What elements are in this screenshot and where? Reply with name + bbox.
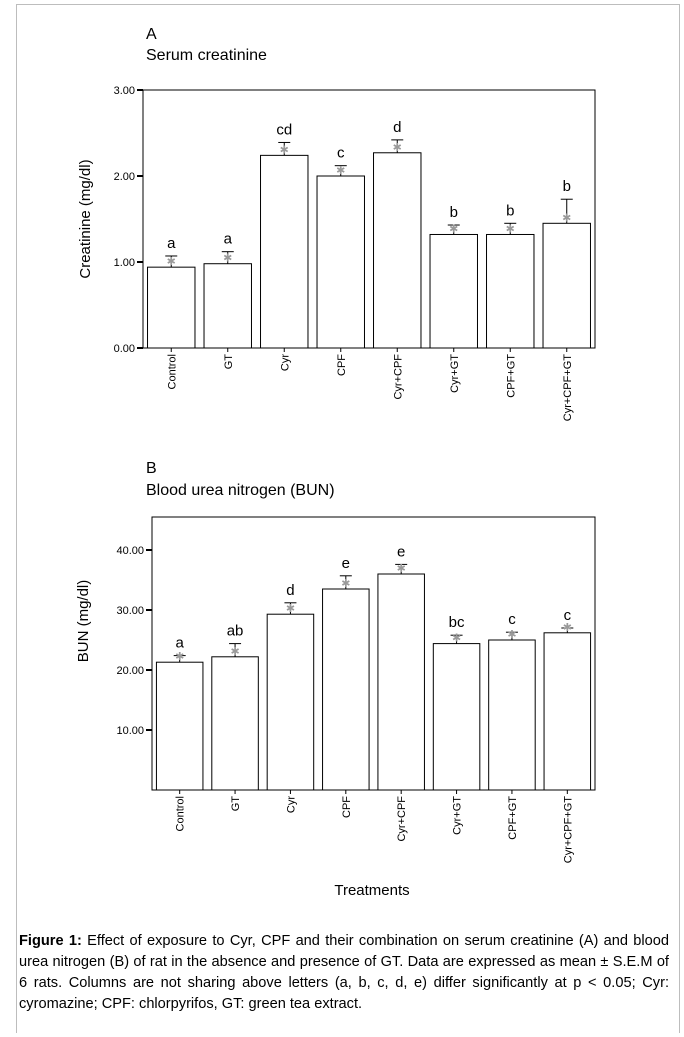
significance-letter: cd bbox=[276, 121, 292, 138]
chart-b-plot-frame bbox=[151, 516, 596, 791]
y-tick-label: 3.00 bbox=[114, 85, 135, 97]
chart-b-y-axis-label: BUN (mg/dl) bbox=[75, 580, 92, 663]
x-tick-label: Cyr+GT bbox=[452, 796, 464, 835]
x-tick-label: Control bbox=[166, 354, 178, 389]
significance-letter: a bbox=[167, 235, 176, 252]
bar bbox=[322, 588, 370, 791]
data-point-glyph: ✱ bbox=[223, 253, 232, 265]
bar bbox=[377, 573, 425, 791]
significance-letter: e bbox=[342, 555, 350, 572]
significance-letter: d bbox=[393, 119, 401, 136]
y-tick-label: 30.00 bbox=[116, 605, 144, 617]
x-tick-label: Cyr+CPF+GT bbox=[562, 796, 574, 864]
bar bbox=[155, 661, 204, 791]
chart-b-x-axis-label: Treatments bbox=[334, 882, 409, 899]
x-tick-label: Control bbox=[175, 796, 187, 831]
chart-a-plot-frame bbox=[142, 89, 596, 349]
x-tick-label: CPF bbox=[341, 796, 353, 818]
caption-text: Effect of exposure to Cyr, CPF and their… bbox=[19, 933, 669, 1012]
x-tick-label: CPF bbox=[336, 354, 348, 376]
y-tick-label: 0.00 bbox=[114, 343, 135, 355]
bar bbox=[266, 613, 315, 791]
significance-letter: c bbox=[508, 611, 516, 628]
significance-letter: bc bbox=[449, 614, 465, 631]
bar bbox=[432, 643, 481, 791]
chart-a-title: Serum creatinine bbox=[146, 47, 267, 64]
chart-b-y-ticks: 10.00 20.00 30.00 40.00 bbox=[116, 545, 152, 737]
data-point-glyph: ✱ bbox=[393, 142, 402, 154]
chart-a-y-ticks: 0.00 1.00 2.00 3.00 bbox=[114, 85, 143, 355]
x-tick-label: Cyr+CPF+GT bbox=[562, 354, 574, 422]
significance-letter: a bbox=[224, 231, 233, 248]
data-point-glyph: ✱ bbox=[336, 165, 345, 177]
significance-letter: c bbox=[337, 145, 345, 162]
bar bbox=[429, 233, 478, 349]
data-point-glyph: ✱ bbox=[286, 603, 295, 615]
figure-canvas: A Serum creatinine Creatinine (mg/dl) 0.… bbox=[75, 26, 596, 899]
data-point-glyph: ✱ bbox=[230, 646, 239, 658]
significance-letter: e bbox=[397, 543, 405, 560]
data-point-glyph: ✱ bbox=[397, 563, 406, 575]
x-tick-label: CPF+GT bbox=[507, 796, 519, 840]
bar bbox=[203, 263, 252, 349]
data-point-glyph: ✱ bbox=[506, 223, 515, 235]
data-point-glyph: ✱ bbox=[167, 256, 176, 268]
x-tick-label: GT bbox=[230, 796, 242, 812]
y-tick-label: 40.00 bbox=[116, 545, 144, 557]
significance-letter: a bbox=[176, 635, 185, 652]
chart-b-x-tick-labels: Control GT Cyr CPF Cyr+CPF Cyr+GT CPF+GT Cyr+CP… bbox=[175, 790, 574, 864]
y-tick-label: 1.00 bbox=[114, 257, 135, 269]
x-tick-label: GT bbox=[223, 354, 235, 370]
bar bbox=[260, 154, 309, 349]
x-tick-label: Cyr+CPF bbox=[392, 354, 404, 400]
y-tick-label: 10.00 bbox=[116, 725, 144, 737]
x-tick-label: Cyr bbox=[279, 354, 291, 371]
figure-caption: Figure 1: Effect of exposure to Cyr, CPF… bbox=[19, 931, 669, 1015]
bar bbox=[543, 632, 592, 791]
data-point-glyph: ✱ bbox=[452, 633, 461, 645]
y-tick-label: 20.00 bbox=[116, 665, 144, 677]
significance-letter: b bbox=[506, 202, 514, 219]
bar bbox=[147, 266, 196, 349]
chart-a-bars: ✱ a ✱ a ✱ cd ✱ c ✱ d ✱ b ✱ b ✱ b bbox=[147, 119, 591, 349]
chart-a: A Serum creatinine Creatinine (mg/dl) 0.… bbox=[77, 26, 596, 421]
data-point-glyph: ✱ bbox=[563, 622, 572, 634]
bar bbox=[486, 233, 535, 349]
data-point-glyph: ✱ bbox=[562, 212, 571, 224]
significance-letter: ab bbox=[227, 623, 244, 640]
chart-b-panel-label: B bbox=[146, 460, 157, 477]
significance-letter: d bbox=[286, 582, 294, 599]
bar bbox=[488, 639, 536, 791]
significance-letter: c bbox=[564, 607, 572, 624]
y-tick-label: 2.00 bbox=[114, 171, 135, 183]
data-point-glyph: ✱ bbox=[341, 578, 350, 590]
chart-b-bars: ✱a✱ab✱d ✱e ✱e✱bc✱c ✱c bbox=[155, 543, 592, 791]
bar bbox=[542, 222, 591, 349]
chart-a-y-axis-label: Creatinine (mg/dl) bbox=[77, 159, 94, 278]
data-point-glyph: ✱ bbox=[507, 629, 516, 641]
chart-a-x-tick-labels: Control GT Cyr CPF Cyr+CPF Cyr+GT CPF+GT Cyr+CP… bbox=[166, 348, 574, 421]
x-tick-label: Cyr+CPF bbox=[396, 796, 408, 842]
x-tick-label: CPF+GT bbox=[505, 354, 517, 398]
bar bbox=[373, 152, 422, 349]
significance-letter: b bbox=[563, 178, 571, 195]
x-tick-label: Cyr bbox=[285, 796, 297, 813]
data-point-glyph: ✱ bbox=[449, 223, 458, 235]
caption-label: Figure 1: bbox=[19, 933, 82, 949]
data-point-glyph: ✱ bbox=[280, 144, 289, 156]
chart-b: B Blood urea nitrogen (BUN) BUN (mg/dl) … bbox=[75, 460, 596, 899]
data-point-glyph: ✱ bbox=[175, 651, 184, 663]
bar bbox=[316, 175, 365, 349]
bar bbox=[211, 656, 259, 791]
significance-letter: b bbox=[450, 204, 458, 221]
x-tick-label: Cyr+GT bbox=[449, 354, 461, 393]
chart-b-title: Blood urea nitrogen (BUN) bbox=[146, 482, 335, 499]
figure-frame bbox=[16, 4, 680, 1033]
chart-a-panel-label: A bbox=[146, 26, 157, 43]
